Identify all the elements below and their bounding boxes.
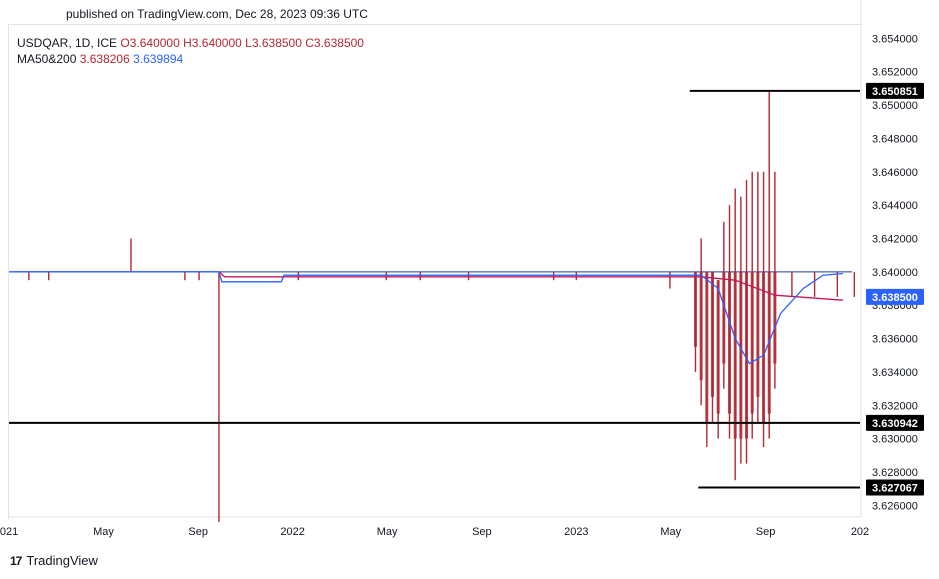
level-badge: [866, 479, 924, 496]
chart-frame: [8, 24, 862, 519]
x-tick-label: May: [660, 526, 681, 538]
candle-body: [762, 271, 766, 422]
level-label: 3.650851: [872, 86, 918, 98]
y-tick-label: 3.626000: [872, 500, 918, 512]
current-price-label: 3.638500: [872, 292, 918, 304]
level-badge: [866, 414, 924, 431]
candle-body: [728, 271, 732, 414]
level-label: 3.627067: [872, 483, 918, 495]
tradingview-brand[interactable]: 17 TradingView: [10, 553, 98, 568]
candle-body: [745, 271, 749, 439]
y-tick-label: 3.646000: [872, 167, 918, 179]
x-tick-label: Sep: [756, 526, 776, 538]
y-tick-label: 3.654000: [872, 33, 918, 45]
x-tick-label: 021: [0, 526, 18, 538]
candle-body: [699, 271, 703, 381]
published-caption: published on TradingView.com, Dec 28, 20…: [66, 7, 368, 21]
y-tick-label: 3.630000: [872, 434, 918, 446]
legend-close: C3.638500: [305, 36, 364, 50]
legend-ma200: 3.639894: [133, 52, 184, 66]
x-tick-label: 202: [851, 526, 869, 538]
x-tick-label: May: [377, 526, 398, 538]
y-tick-label: 3.640000: [872, 267, 918, 279]
x-tick-label: May: [93, 526, 114, 538]
candle-body: [693, 271, 697, 347]
legend-ma50: 3.638206: [79, 52, 130, 66]
candle-body: [716, 280, 720, 414]
candle-body: [722, 271, 726, 364]
y-tick-label: 3.648000: [872, 133, 918, 145]
y-tick-label: 3.650000: [872, 100, 918, 112]
candle-body: [756, 271, 760, 397]
y-tick-label: 3.632000: [872, 400, 918, 412]
tradingview-logo-icon: 17: [10, 553, 22, 568]
y-tick-label: 3.652000: [872, 67, 918, 79]
y-tick-label: 3.634000: [872, 367, 918, 379]
candle-body: [705, 271, 709, 422]
legend-high: H3.640000: [183, 36, 242, 50]
y-tick-label: 3.642000: [872, 233, 918, 245]
ma200-line: [218, 271, 844, 301]
candle-body: [773, 271, 777, 364]
candle-body: [739, 271, 743, 439]
legend-open: O3.640000: [120, 36, 180, 50]
candle-body: [710, 271, 714, 397]
level-label: 3.630942: [872, 418, 918, 430]
brand-name: TradingView: [26, 553, 98, 568]
candle-body: [733, 271, 737, 439]
y-tick-label: 3.628000: [872, 467, 918, 479]
y-tick-label: 3.636000: [872, 334, 918, 346]
chart-legend: USDQAR, 1D, ICE O3.640000 H3.640000 L3.6…: [17, 35, 364, 67]
x-tick-label: Sep: [472, 526, 492, 538]
y-tick-label: 3.644000: [872, 200, 918, 212]
legend-ma-label: MA50&200: [17, 52, 77, 66]
candle-body: [750, 271, 754, 414]
current-price-badge: [866, 288, 924, 305]
x-tick-label: 2023: [564, 526, 588, 538]
ma50-line: [9, 271, 844, 365]
x-tick-label: Sep: [188, 526, 208, 538]
legend-symbol: USDQAR, 1D, ICE: [17, 36, 118, 50]
level-badge: [866, 82, 924, 99]
x-tick-label: 2022: [280, 526, 304, 538]
legend-low: L3.638500: [245, 36, 302, 50]
